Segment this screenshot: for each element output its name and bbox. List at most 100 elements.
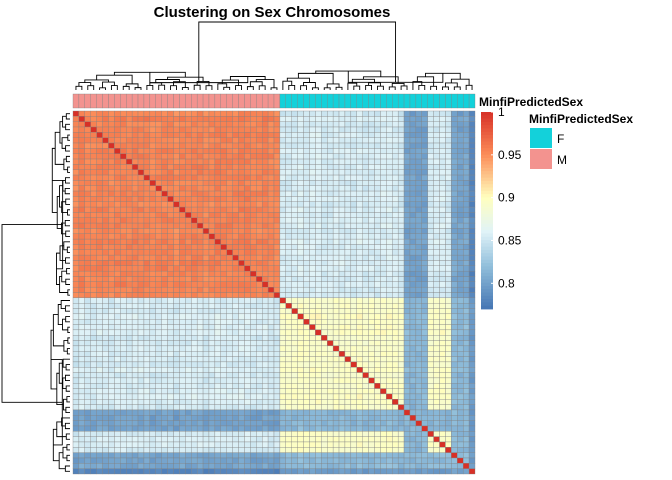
- heatmap-cell: [338, 110, 346, 117]
- heatmap-cell: [421, 351, 428, 357]
- heatmap-cell: [344, 292, 352, 299]
- heatmap-cell: [356, 292, 363, 299]
- heatmap-cell: [350, 345, 357, 352]
- heatmap-cell: [120, 174, 127, 181]
- heatmap-cell: [114, 367, 121, 373]
- heatmap-cell: [433, 121, 440, 128]
- heatmap-cell: [315, 286, 322, 293]
- heatmap-cell: [161, 383, 168, 389]
- heatmap-cell: [303, 276, 310, 283]
- annotation-cell: [214, 93, 221, 109]
- heatmap-cell: [185, 329, 192, 336]
- heatmap-cell: [126, 415, 133, 421]
- heatmap-cell: [468, 457, 476, 464]
- heatmap-cell: [321, 265, 328, 272]
- heatmap-cell: [362, 372, 369, 379]
- heatmap-cell: [297, 196, 304, 202]
- heatmap-cell: [421, 121, 428, 128]
- heatmap-cell: [380, 431, 387, 437]
- heatmap-cell: [350, 180, 357, 186]
- heatmap-cell: [126, 286, 133, 293]
- heatmap-cell: [173, 340, 180, 347]
- heatmap-cell: [427, 260, 434, 266]
- heatmap-cell: [108, 404, 115, 411]
- heatmap-cell: [226, 206, 233, 213]
- heatmap-cell: [238, 196, 245, 202]
- heatmap-cell: [262, 292, 269, 299]
- heatmap-cell: [380, 132, 387, 138]
- heatmap-cell: [291, 463, 298, 469]
- heatmap-cell: [350, 110, 357, 117]
- heatmap-cell: [220, 367, 227, 373]
- heatmap-cell: [368, 361, 375, 368]
- heatmap-cell: [137, 281, 145, 288]
- heatmap-cell: [415, 447, 422, 453]
- heatmap-cell: [102, 457, 109, 464]
- heatmap-cell: [368, 233, 375, 240]
- heatmap-cell: [309, 345, 316, 352]
- heatmap-cell: [350, 201, 357, 208]
- heatmap-cell: [220, 303, 227, 309]
- heatmap-cell: [433, 196, 440, 202]
- heatmap-cell: [439, 361, 446, 368]
- heatmap-cell: [208, 361, 216, 368]
- heatmap-cell: [244, 169, 251, 176]
- heatmap-cell: [126, 137, 133, 144]
- heatmap-cell: [386, 270, 393, 277]
- heatmap-cell: [149, 329, 156, 336]
- heatmap-cell: [78, 447, 85, 453]
- heatmap-cell: [350, 169, 357, 176]
- heatmap-cell: [327, 335, 334, 341]
- heatmap-cell: [137, 212, 145, 218]
- heatmap-cell: [232, 158, 239, 165]
- heatmap-cell: [433, 468, 440, 475]
- heatmap-cell: [262, 415, 269, 421]
- heatmap-cell: [131, 153, 139, 160]
- heatmap-cell: [427, 148, 434, 154]
- heatmap-cell: [439, 190, 446, 197]
- heatmap-cell: [279, 286, 286, 293]
- heatmap-cell: [161, 212, 168, 218]
- heatmap-cell: [303, 249, 310, 256]
- heatmap-cell: [143, 463, 151, 469]
- heatmap-cell: [439, 217, 446, 224]
- heatmap-cell: [380, 265, 387, 272]
- heatmap-cell: [380, 399, 387, 405]
- heatmap-cell: [238, 137, 245, 144]
- heatmap-cell: [267, 196, 275, 202]
- heatmap-cell: [84, 254, 91, 261]
- heatmap-cell: [149, 425, 156, 432]
- heatmap-cell: [202, 281, 210, 288]
- heatmap-cell: [403, 425, 411, 432]
- heatmap-cell: [173, 281, 180, 288]
- heatmap-cell: [238, 367, 245, 373]
- heatmap-cell: [155, 180, 162, 186]
- heatmap-cell: [374, 468, 381, 475]
- heatmap-cell: [327, 180, 334, 186]
- heatmap-cell: [386, 265, 393, 272]
- heatmap-cell: [108, 383, 115, 389]
- heatmap-cell: [445, 233, 452, 240]
- heatmap-cell: [108, 249, 115, 256]
- heatmap-cell: [457, 228, 464, 234]
- heatmap-cell: [463, 399, 470, 405]
- heatmap-cell: [173, 420, 180, 427]
- heatmap-cell: [196, 388, 204, 395]
- heatmap-cell: [321, 388, 328, 395]
- heatmap-cell: [143, 303, 151, 309]
- heatmap-cell: [96, 436, 103, 443]
- heatmap-cell: [267, 367, 275, 373]
- heatmap-cell: [143, 431, 151, 437]
- heatmap-cell: [256, 324, 263, 331]
- heatmap-cell: [72, 260, 80, 266]
- heatmap-cell: [386, 190, 393, 197]
- heatmap-cell: [114, 116, 121, 122]
- heatmap-cell: [90, 270, 97, 277]
- heatmap-cell: [114, 180, 121, 186]
- heatmap-cell: [338, 126, 346, 133]
- heatmap-cell: [463, 393, 470, 400]
- heatmap-cell: [256, 409, 263, 416]
- heatmap-cell: [185, 356, 192, 363]
- heatmap-cell: [427, 292, 434, 299]
- heatmap-cell: [208, 425, 216, 432]
